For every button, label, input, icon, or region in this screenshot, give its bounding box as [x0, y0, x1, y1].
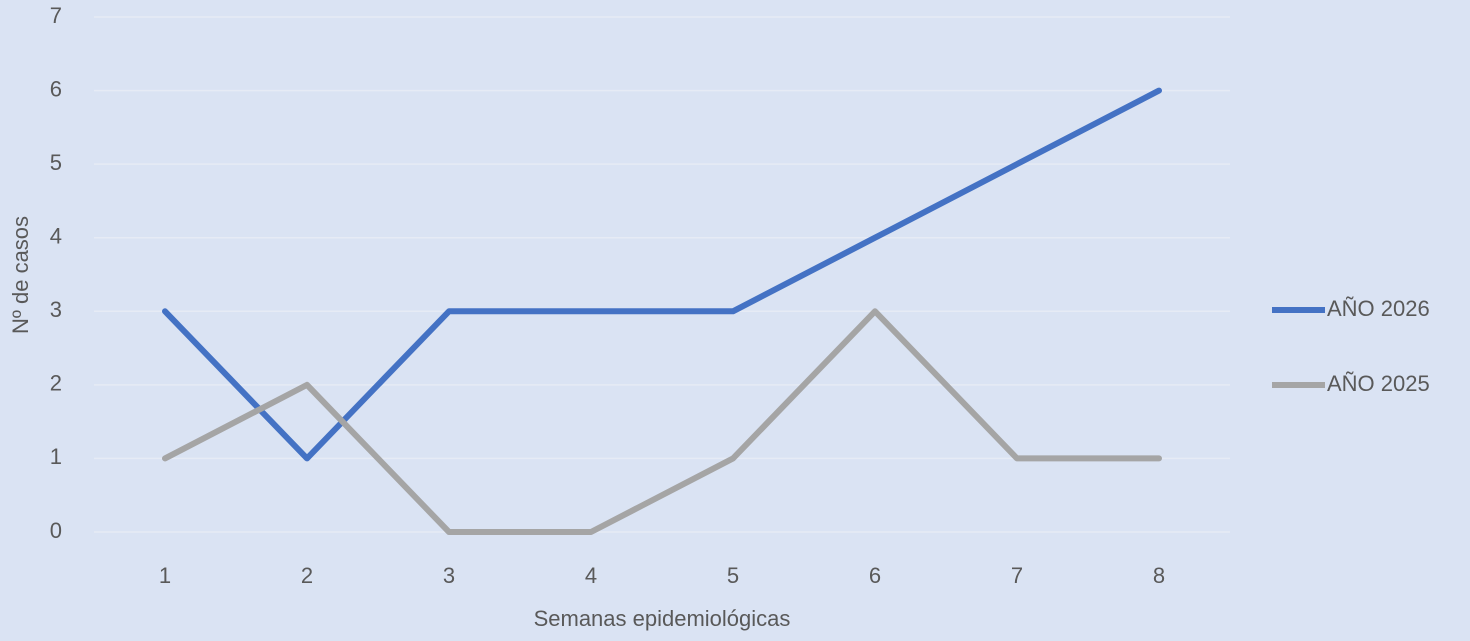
x-tick-label: 3 — [443, 563, 455, 588]
y-tick-label: 7 — [50, 3, 62, 28]
legend-label: AÑO 2025 — [1327, 371, 1430, 396]
y-tick-label: 0 — [50, 518, 62, 543]
y-tick-label: 5 — [50, 150, 62, 175]
y-tick-label: 1 — [50, 444, 62, 469]
data-line — [162, 87, 1162, 462]
y-tick-label: 6 — [50, 76, 62, 101]
x-tick-label: 6 — [869, 563, 881, 588]
data-line — [162, 308, 1162, 535]
legend-label: AÑO 2026 — [1327, 296, 1430, 321]
x-tick-label: 4 — [585, 563, 597, 588]
x-tick-label: 5 — [727, 563, 739, 588]
x-tick-label: 8 — [1153, 563, 1165, 588]
y-tick-label: 3 — [50, 297, 62, 322]
y-axis-label: Nº de casos — [8, 216, 33, 334]
y-tick-label: 4 — [50, 224, 62, 249]
x-tick-label: 7 — [1011, 563, 1023, 588]
x-axis-label: Semanas epidemiológicas — [534, 606, 791, 631]
x-tick-label: 2 — [301, 563, 313, 588]
y-tick-label: 2 — [50, 371, 62, 396]
x-tick-label: 1 — [159, 563, 171, 588]
